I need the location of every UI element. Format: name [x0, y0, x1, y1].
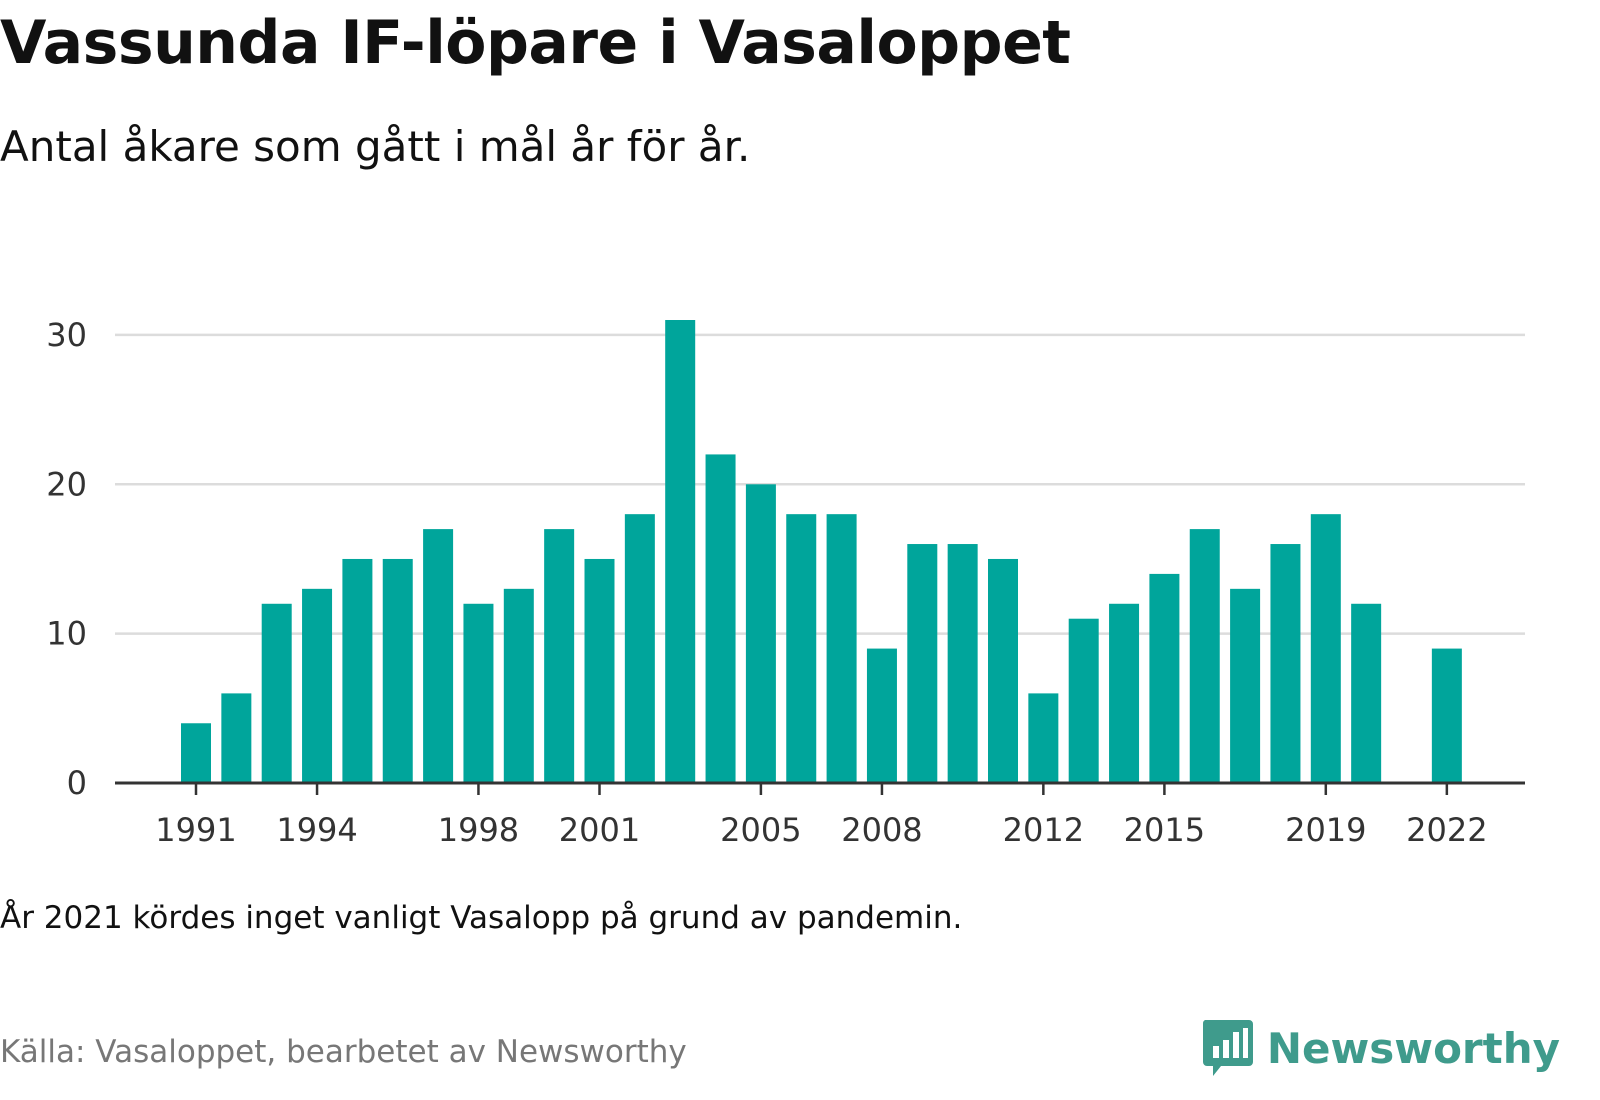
bar: [705, 454, 736, 783]
bar: [1270, 544, 1301, 783]
bar: [624, 514, 655, 783]
bar: [503, 588, 534, 783]
bar: [463, 603, 494, 783]
bar: [584, 558, 615, 783]
bar: [1068, 618, 1099, 783]
y-tick-label: 30: [46, 316, 87, 354]
bar: [423, 529, 454, 783]
bar: [342, 558, 373, 783]
brand-name: Newsworthy: [1266, 1023, 1560, 1073]
bar: [826, 514, 857, 783]
bar: [907, 544, 938, 783]
bar: [1028, 693, 1059, 783]
bar: [1351, 603, 1382, 783]
x-tick-label: 2008: [841, 811, 922, 849]
bar: [221, 693, 252, 783]
bar: [181, 723, 211, 783]
footnote: År 2021 kördes inget vanligt Vasalopp på…: [0, 900, 963, 936]
chart-subtitle: Antal åkare som gått i mål år för år.: [0, 122, 751, 171]
bar: [302, 588, 333, 783]
bar: [1109, 603, 1140, 783]
bar: [544, 529, 575, 783]
bar: [988, 558, 1018, 783]
x-tick-label: 2022: [1406, 811, 1487, 849]
y-tick-label: 20: [46, 465, 87, 503]
bar: [947, 544, 978, 783]
bar: [665, 320, 696, 783]
bar: [866, 648, 897, 783]
y-tick-label: 0: [67, 764, 87, 802]
x-tick-label: 2015: [1124, 811, 1205, 849]
bar-chart: 0 10 20 30 1991 1994 1998 2001 2005 2008 2012 2015 2…: [46, 316, 1525, 849]
x-tick-label: 2012: [1003, 811, 1084, 849]
x-tick-label: 2005: [720, 811, 801, 849]
bar: [382, 558, 413, 783]
x-tick-label: 1994: [276, 811, 357, 849]
bar: [1230, 588, 1261, 783]
bar: [1189, 529, 1220, 783]
bar: [1149, 573, 1180, 783]
bar: [786, 514, 817, 783]
x-tick-label: 2001: [559, 811, 640, 849]
x-tick-label: 1991: [155, 811, 236, 849]
x-tick-label: 2019: [1285, 811, 1366, 849]
x-tick-label: 1998: [438, 811, 519, 849]
bar: [745, 484, 776, 783]
source-note: Källa: Vasaloppet, bearbetet av Newswort…: [0, 1034, 687, 1070]
bar: [261, 603, 292, 783]
chart-title: Vassunda IF-löpare i Vasaloppet: [0, 8, 1071, 78]
bar: [1431, 648, 1462, 783]
newsworthy-logo-icon: [1202, 1020, 1253, 1076]
bar: [1310, 514, 1341, 783]
newsworthy-brand: Newsworthy: [1201, 1018, 1560, 1078]
y-tick-label: 10: [46, 615, 87, 653]
